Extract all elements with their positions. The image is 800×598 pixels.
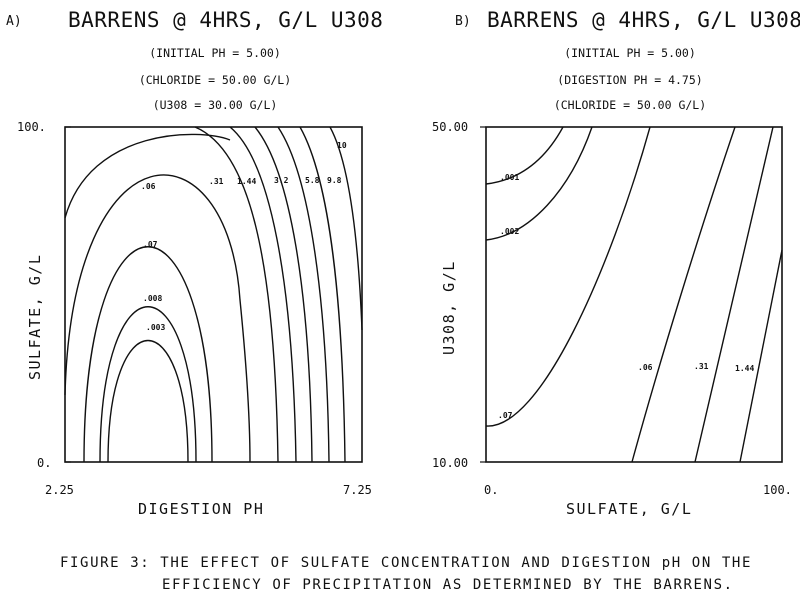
panel-b-subtitle-1: (INITIAL PH = 5.00): [564, 46, 696, 60]
panel-a-contour-label: .008: [143, 294, 162, 303]
panel-b-contour-label: 1.44: [735, 364, 754, 373]
panel-a-contour-label: .31: [209, 177, 224, 186]
panel-a-contour-label: 3.2: [274, 176, 289, 185]
panel-a-contour-58: [277, 126, 330, 463]
panel-a-contour-label: .003: [146, 323, 165, 332]
panel-b-contour-06: [631, 126, 736, 463]
panel-b-y-tick-top: 50.00: [432, 120, 469, 134]
panel-b-contour-label: .31: [694, 362, 709, 371]
panel-a-contour-31: [194, 126, 279, 463]
panel-b-contour-label: .07: [498, 411, 513, 420]
panel-a-y-tick-top: 100.: [17, 120, 46, 134]
panel-a-contour-008: [99, 306, 197, 463]
panel-a-contour-98: [299, 126, 346, 463]
panel-a-contour-10: [329, 126, 363, 331]
panel-a-contour-label: .07: [143, 240, 158, 249]
panel-a-subtitle-2: (CHLORIDE = 50.00 G/L): [138, 73, 292, 87]
panel-b-contour-labels: .001 .002 .07 .06 .31 1.44: [498, 173, 754, 420]
panel-b-contour-31: [694, 126, 774, 463]
panel-b-label: B): [455, 14, 471, 29]
panel-b-contour-002: [485, 126, 593, 241]
panel-a-contour-label: .06: [141, 182, 156, 191]
panel-b-title: BARRENS @ 4HRS, G/L U308: [487, 8, 800, 32]
panel-a-contour-07: [83, 246, 213, 463]
panel-b-contour-label: .06: [638, 363, 653, 372]
panel-a-contour-label: 9.8: [327, 176, 342, 185]
panel-b-x-tick-right: 100.: [763, 483, 792, 497]
panel-b-ticks: [480, 126, 486, 463]
panel-b-subtitle-2: (DIGESTION PH = 4.75): [557, 73, 703, 87]
panel-b-contour-07: [485, 126, 651, 427]
panel-a-subtitle-1: (INITIAL PH = 5.00): [149, 46, 281, 60]
panel-a-contour-labels: .06 .31 1.44 3.2 5.8 9.8 10 .07 .008 .00…: [141, 141, 347, 332]
panel-a-x-tick-right: 7.25: [343, 483, 372, 497]
panel-a-subtitle-3: (U308 = 30.00 G/L): [152, 98, 278, 112]
panel-a-contour-lines: [64, 126, 363, 463]
panel-a-contour-06: [64, 174, 251, 463]
panel-a-contour-label: 5.8: [305, 176, 320, 185]
panel-a-contour-144: [229, 126, 297, 463]
panel-a-contour-label: 10: [337, 141, 347, 150]
panel-a-contour-label: 1.44: [237, 177, 256, 186]
figure-caption-line-2: EFFICIENCY OF PRECIPITATION AS DETERMINE…: [162, 577, 734, 593]
panel-b-y-tick-bottom: 10.00: [432, 456, 469, 470]
panel-b-contour-label: .002: [500, 227, 519, 236]
figure-caption-line-1: FIGURE 3: THE EFFECT OF SULFATE CONCENTR…: [60, 555, 752, 571]
panel-a-plot-frame: [64, 126, 363, 463]
panel-b-x-tick-left: 0.: [484, 483, 499, 497]
panel-a-title: BARRENS @ 4HRS, G/L U308: [68, 8, 384, 32]
panel-a-x-tick-left: 2.25: [45, 483, 74, 497]
panel-b-contour-144: [739, 249, 783, 463]
panel-a-ticks: [65, 126, 71, 463]
panel-a-contour-003: [107, 340, 189, 463]
panel-a-x-axis-label: DIGESTION PH: [138, 500, 265, 518]
panel-a-label: A): [6, 14, 22, 29]
panel-b-contour-lines: [485, 126, 783, 463]
panel-b-contour-label: .001: [500, 173, 519, 182]
panel-a-contour-31-outer: [64, 133, 231, 219]
panel-b-contour-001: [485, 126, 564, 185]
panel-b-plot-frame: [485, 126, 783, 463]
panel-b-subtitle-3: (CHLORIDE = 50.00 G/L): [553, 98, 707, 112]
panel-a-y-tick-bottom: 0.: [37, 456, 52, 470]
panel-b-x-axis-label: SULFATE, G/L: [566, 500, 693, 518]
panel-a-contour-32: [254, 126, 313, 463]
